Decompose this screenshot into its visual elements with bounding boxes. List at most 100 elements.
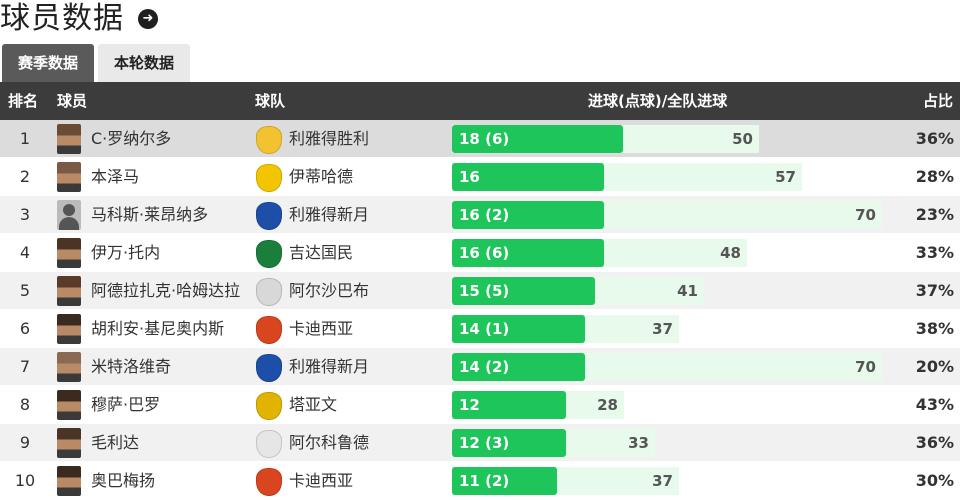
team-name-link[interactable]: 利雅得胜利 — [289, 129, 370, 148]
table-row[interactable]: 4 伊万·托内 吉达国民 48 16 (6) 33% — [0, 234, 960, 272]
player-name-link[interactable]: 阿德拉扎克·哈姆达拉 — [91, 281, 241, 300]
team-crest-icon — [256, 278, 282, 306]
goal-share-cell: 20% — [915, 357, 954, 376]
team-goals-bar: 50 18 (6) — [452, 125, 759, 153]
tab-season-stats[interactable]: 赛季数据 — [2, 44, 95, 82]
table-row[interactable]: 1 C·罗纳尔多 利雅得胜利 50 18 (6) 36% — [0, 120, 960, 158]
team-name-link[interactable]: 阿尔科鲁德 — [289, 433, 370, 452]
team-goals-label: 37 — [652, 472, 673, 490]
player-avatar — [57, 162, 81, 192]
team-name-link[interactable]: 阿尔沙巴布 — [289, 281, 370, 300]
column-header-team[interactable]: 球队 — [255, 92, 286, 110]
arrow-right-circle-icon[interactable]: ➜ — [138, 9, 158, 29]
column-header-player[interactable]: 球员 — [57, 92, 88, 110]
team-goals-bar: 37 11 (2) — [452, 467, 679, 495]
table-row[interactable]: 7 米特洛维奇 利雅得新月 70 14 (2) 20% — [0, 348, 960, 386]
rank-cell: 8 — [19, 395, 31, 414]
player-goals-bar: 14 (2) — [452, 353, 585, 381]
team-name-link[interactable]: 利雅得新月 — [289, 205, 370, 224]
player-name-link[interactable]: 伊万·托内 — [91, 243, 161, 262]
table-row[interactable]: 2 本泽马 伊蒂哈德 57 16 28% — [0, 158, 960, 196]
goal-share-cell: 43% — [915, 395, 954, 414]
team-goals-label: 70 — [855, 358, 876, 376]
player-name-link[interactable]: 穆萨·巴罗 — [91, 395, 161, 414]
player-stats-table: 排名 球员 球队 进球(点球)/全队进球 占比 1 C·罗纳尔多 利雅得胜利 50 18… — [0, 82, 960, 500]
page-header: 球员数据 ➜ — [0, 0, 158, 38]
tab-bar: 赛季数据 本轮数据 — [2, 44, 191, 82]
team-crest-icon — [256, 202, 282, 230]
page-title: 球员数据 — [0, 1, 124, 36]
column-header-percentage[interactable]: 占比 — [922, 92, 953, 110]
player-name-link[interactable]: 毛利达 — [91, 433, 140, 452]
player-avatar — [57, 200, 81, 230]
team-goals-label: 57 — [775, 168, 796, 186]
rank-cell: 2 — [19, 167, 31, 186]
team-goals-bar: 37 14 (1) — [452, 315, 679, 343]
player-goals-bar: 15 (5) — [452, 277, 595, 305]
team-goals-bar: 70 16 (2) — [452, 201, 882, 229]
rank-cell: 3 — [19, 205, 31, 224]
player-avatar — [57, 352, 81, 382]
team-crest-icon — [256, 392, 282, 420]
table-row[interactable]: 9 毛利达 阿尔科鲁德 33 12 (3) 36% — [0, 424, 960, 462]
rank-cell: 9 — [19, 433, 31, 452]
player-goals-bar: 12 — [452, 391, 566, 419]
table-row[interactable]: 8 穆萨·巴罗 塔亚文 28 12 43% — [0, 386, 960, 424]
player-avatar — [57, 466, 81, 496]
team-crest-icon — [256, 240, 282, 268]
team-goals-bar: 33 12 (3) — [452, 429, 655, 457]
player-goals-bar: 16 (6) — [452, 239, 604, 267]
player-name-link[interactable]: 胡利安·基尼奥内斯 — [91, 319, 225, 338]
player-goals-bar: 14 (1) — [452, 315, 585, 343]
player-name-link[interactable]: 马科斯·莱昂纳多 — [91, 205, 209, 224]
table-row[interactable]: 3 马科斯·莱昂纳多 利雅得新月 70 16 (2) 23% — [0, 196, 960, 234]
team-crest-icon — [256, 430, 282, 458]
rank-cell: 7 — [19, 357, 31, 376]
goal-share-cell: 36% — [915, 433, 954, 452]
team-goals-label: 33 — [628, 434, 649, 452]
player-avatar — [57, 276, 81, 306]
player-avatar — [57, 124, 81, 154]
player-avatar — [57, 314, 81, 344]
player-name-link[interactable]: 奥巴梅扬 — [91, 471, 156, 490]
team-crest-icon — [256, 126, 282, 154]
team-goals-bar: 41 15 (5) — [452, 277, 704, 305]
column-header-rank[interactable]: 排名 — [8, 92, 39, 110]
team-name-link[interactable]: 塔亚文 — [289, 395, 338, 414]
player-name-link[interactable]: 米特洛维奇 — [91, 357, 172, 376]
table-row[interactable]: 6 胡利安·基尼奥内斯 卡迪西亚 37 14 (1) 38% — [0, 310, 960, 348]
player-name-link[interactable]: 本泽马 — [91, 167, 140, 186]
team-name-link[interactable]: 吉达国民 — [289, 243, 354, 262]
team-goals-bar: 70 14 (2) — [452, 353, 882, 381]
tab-round-stats[interactable]: 本轮数据 — [98, 44, 191, 82]
team-goals-label: 70 — [855, 206, 876, 224]
team-goals-label: 37 — [652, 320, 673, 338]
rank-cell: 10 — [14, 471, 36, 490]
table-header: 排名 球员 球队 进球(点球)/全队进球 占比 — [0, 82, 960, 120]
player-goals-bar: 18 (6) — [452, 125, 623, 153]
column-header-goals[interactable]: 进球(点球)/全队进球 — [588, 92, 728, 110]
team-goals-bar: 48 16 (6) — [452, 239, 747, 267]
table-row[interactable]: 5 阿德拉扎克·哈姆达拉 阿尔沙巴布 41 15 (5) 37% — [0, 272, 960, 310]
player-avatar — [57, 390, 81, 420]
team-name-link[interactable]: 伊蒂哈德 — [289, 167, 354, 186]
rank-cell: 5 — [19, 281, 31, 300]
table-row[interactable]: 10 奥巴梅扬 卡迪西亚 37 11 (2) 30% — [0, 462, 960, 500]
team-goals-label: 48 — [720, 244, 741, 262]
team-goals-bar: 28 12 — [452, 391, 624, 419]
rank-cell: 4 — [19, 243, 31, 262]
goal-share-cell: 36% — [915, 129, 954, 148]
player-name-link[interactable]: C·罗纳尔多 — [91, 129, 172, 148]
team-goals-label: 28 — [597, 396, 618, 414]
player-goals-bar: 16 — [452, 163, 604, 191]
team-name-link[interactable]: 卡迪西亚 — [289, 319, 354, 338]
goal-share-cell: 37% — [915, 281, 954, 300]
team-name-link[interactable]: 利雅得新月 — [289, 357, 370, 376]
player-goals-bar: 11 (2) — [452, 467, 557, 495]
player-avatar — [57, 428, 81, 458]
goal-share-cell: 30% — [915, 471, 954, 490]
rank-cell: 1 — [19, 129, 31, 148]
team-name-link[interactable]: 卡迪西亚 — [289, 471, 354, 490]
goal-share-cell: 38% — [915, 319, 954, 338]
team-goals-bar: 57 16 — [452, 163, 802, 191]
